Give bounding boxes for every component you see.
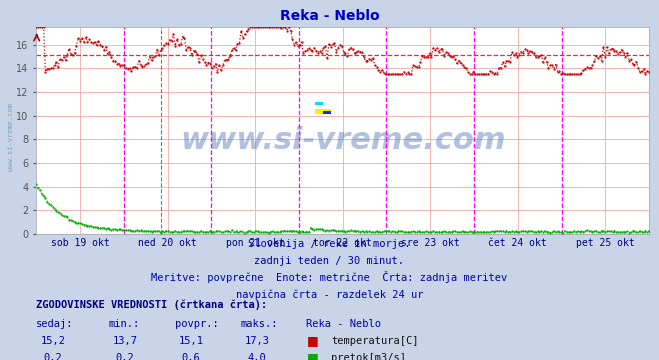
Text: ZGODOVINSKE VREDNOSTI (črtkana črta):: ZGODOVINSKE VREDNOSTI (črtkana črta): — [36, 299, 268, 310]
Text: 15,1: 15,1 — [179, 336, 204, 346]
Text: Reka - Neblo: Reka - Neblo — [306, 319, 382, 329]
Text: Reka - Neblo: Reka - Neblo — [279, 9, 380, 23]
Text: sedaj:: sedaj: — [36, 319, 74, 329]
Text: maks.:: maks.: — [241, 319, 278, 329]
Text: 15,2: 15,2 — [40, 336, 65, 346]
Text: ■: ■ — [306, 334, 318, 347]
Text: 0,2: 0,2 — [43, 353, 62, 360]
Text: 0,2: 0,2 — [116, 353, 134, 360]
Text: navpična črta - razdelek 24 ur: navpična črta - razdelek 24 ur — [236, 290, 423, 301]
Text: ■: ■ — [306, 351, 318, 360]
Text: www.si-vreme.com: www.si-vreme.com — [180, 126, 505, 156]
Text: min.:: min.: — [109, 319, 140, 329]
Text: www.si-vreme.com: www.si-vreme.com — [8, 103, 14, 171]
Text: pretok[m3/s]: pretok[m3/s] — [331, 353, 407, 360]
Text: 13,7: 13,7 — [113, 336, 138, 346]
Text: 0,6: 0,6 — [182, 353, 200, 360]
FancyBboxPatch shape — [315, 109, 331, 114]
Text: zadnji teden / 30 minut.: zadnji teden / 30 minut. — [254, 256, 405, 266]
Text: Slovenija / reke in morje.: Slovenija / reke in morje. — [248, 239, 411, 249]
Text: Meritve: povprečne  Enote: metrične  Črta: zadnja meritev: Meritve: povprečne Enote: metrične Črta:… — [152, 271, 507, 283]
FancyBboxPatch shape — [315, 102, 323, 105]
FancyBboxPatch shape — [323, 111, 331, 114]
Text: povpr.:: povpr.: — [175, 319, 218, 329]
Text: temperatura[C]: temperatura[C] — [331, 336, 419, 346]
Text: 17,3: 17,3 — [244, 336, 270, 346]
Text: 4,0: 4,0 — [248, 353, 266, 360]
